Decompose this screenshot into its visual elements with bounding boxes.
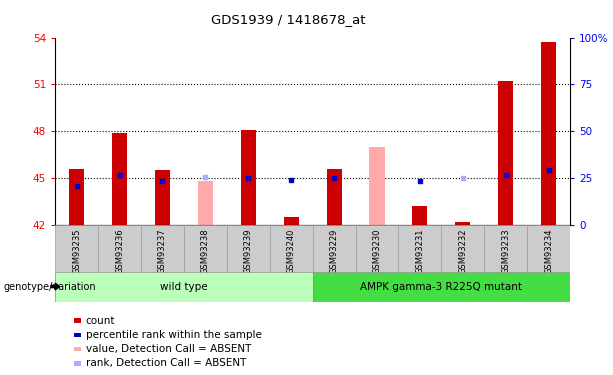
- Bar: [55, 272, 313, 302]
- Text: GSM93232: GSM93232: [459, 228, 467, 274]
- Bar: [313, 272, 570, 302]
- Bar: [413, 206, 427, 225]
- Bar: [98, 225, 141, 272]
- Bar: [327, 169, 341, 225]
- Bar: [184, 225, 227, 272]
- Bar: [441, 225, 484, 272]
- Text: count: count: [86, 316, 115, 326]
- Bar: [112, 133, 127, 225]
- Text: value, Detection Call = ABSENT: value, Detection Call = ABSENT: [86, 344, 251, 354]
- Text: GSM93230: GSM93230: [373, 228, 381, 274]
- Bar: [370, 147, 384, 225]
- Bar: [55, 225, 98, 272]
- Text: AMPK gamma-3 R225Q mutant: AMPK gamma-3 R225Q mutant: [360, 282, 522, 292]
- Text: GDS1939 / 1418678_at: GDS1939 / 1418678_at: [211, 13, 365, 26]
- Text: GSM93237: GSM93237: [158, 228, 167, 274]
- Bar: [455, 222, 470, 225]
- Bar: [356, 225, 398, 272]
- Text: GSM93235: GSM93235: [72, 228, 81, 274]
- Text: rank, Detection Call = ABSENT: rank, Detection Call = ABSENT: [86, 358, 246, 368]
- Text: GSM93229: GSM93229: [330, 228, 338, 274]
- Bar: [198, 181, 213, 225]
- Bar: [498, 81, 513, 225]
- Bar: [284, 217, 299, 225]
- Bar: [141, 225, 184, 272]
- Text: GSM93231: GSM93231: [416, 228, 424, 274]
- Text: GSM93238: GSM93238: [201, 228, 210, 274]
- Bar: [398, 225, 441, 272]
- Bar: [527, 225, 570, 272]
- Bar: [541, 42, 556, 225]
- Bar: [484, 225, 527, 272]
- Text: GSM93233: GSM93233: [501, 228, 510, 274]
- Text: wild type: wild type: [160, 282, 208, 292]
- Text: genotype/variation: genotype/variation: [3, 282, 96, 291]
- Text: percentile rank within the sample: percentile rank within the sample: [86, 330, 262, 340]
- Bar: [69, 169, 84, 225]
- Bar: [241, 130, 256, 225]
- Bar: [155, 170, 170, 225]
- Text: GSM93234: GSM93234: [544, 228, 553, 274]
- Bar: [270, 225, 313, 272]
- Bar: [227, 225, 270, 272]
- Text: GSM93239: GSM93239: [244, 228, 253, 274]
- Text: GSM93240: GSM93240: [287, 228, 295, 274]
- Bar: [313, 225, 356, 272]
- Text: GSM93236: GSM93236: [115, 228, 124, 274]
